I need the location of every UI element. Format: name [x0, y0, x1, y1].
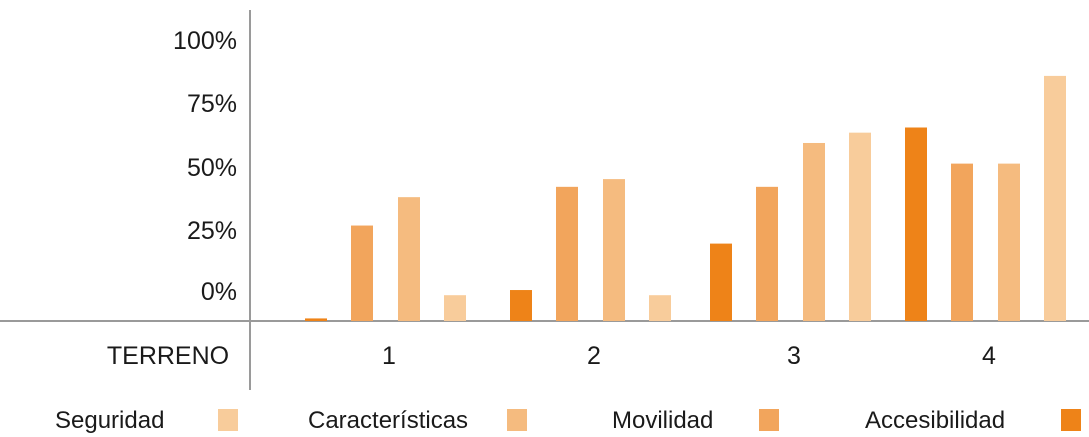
y-tick-labels: 0% 25% 50% 75% 100%	[173, 27, 237, 306]
bar-movilidad	[351, 225, 373, 321]
bar-seguridad	[1044, 75, 1066, 322]
y-tick-label: 25%	[187, 217, 237, 245]
legend-swatch	[218, 409, 238, 431]
y-tick-label: 75%	[187, 90, 237, 118]
legend-swatch	[507, 409, 527, 431]
y-tick-label: 50%	[187, 154, 237, 182]
bar-seguridad	[444, 295, 466, 321]
x-tick-label: 1	[382, 342, 396, 370]
legend-label: Accesibilidad	[865, 407, 1005, 434]
bar-movilidad	[556, 186, 578, 321]
bar-caracter-sticas	[398, 197, 420, 321]
bar-movilidad	[951, 163, 973, 321]
y-tick-label: 100%	[173, 27, 237, 55]
x-tick-labels: 1 2 3 4	[382, 342, 996, 370]
x-tick-label: 3	[787, 342, 801, 370]
x-tick-label: 2	[587, 342, 601, 370]
legend: Seguridad Características Movilidad Accesib…	[55, 407, 1081, 434]
legend-label: Seguridad	[55, 407, 164, 434]
legend-swatch	[759, 409, 779, 431]
bar-seguridad	[849, 132, 871, 321]
bar-seguridad	[649, 295, 671, 321]
bar-accesibilidad	[710, 243, 732, 321]
y-tick-label: 0%	[201, 278, 237, 306]
legend-swatch	[1061, 409, 1081, 431]
bar-movilidad	[756, 186, 778, 321]
legend-label: Características	[308, 407, 468, 434]
bar-accesibilidad	[905, 127, 927, 321]
bar-accesibilidad	[305, 318, 327, 321]
x-tick-label: 4	[982, 342, 996, 370]
bar-caracter-sticas	[803, 142, 825, 321]
x-axis-title: TERRENO	[107, 342, 229, 370]
bar-series	[305, 75, 1066, 322]
bar-caracter-sticas	[998, 163, 1020, 321]
bar-accesibilidad	[510, 290, 532, 321]
bar-caracter-sticas	[603, 179, 625, 321]
legend-label: Movilidad	[612, 407, 713, 434]
